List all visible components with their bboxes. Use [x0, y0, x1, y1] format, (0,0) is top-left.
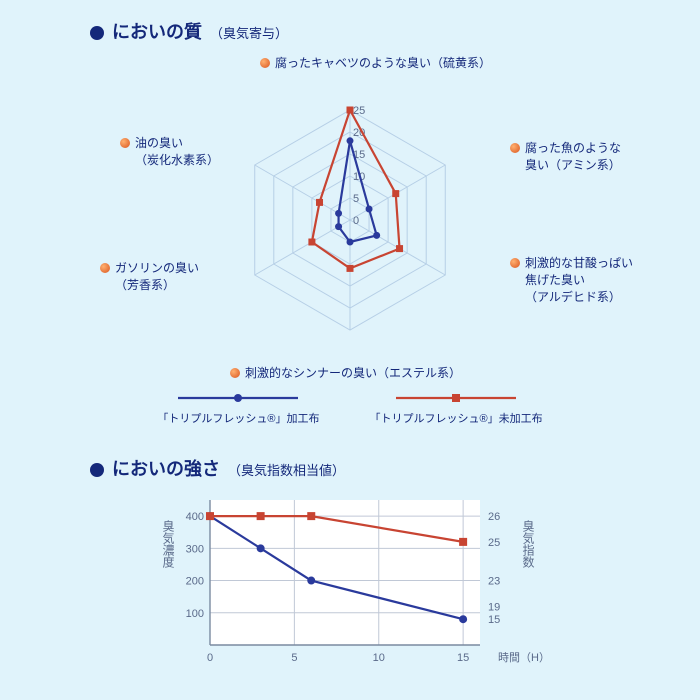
section1-title: においの質	[112, 18, 202, 44]
radar-axis-label: ガソリンの臭い （芳香系）	[100, 260, 230, 294]
svg-text:臭気濃度: 臭気濃度	[161, 519, 175, 568]
svg-text:15: 15	[488, 614, 500, 626]
legend-label: 「トリプルフレッシュ®」加工布	[157, 410, 319, 426]
radar-chart: 5101520250 腐ったキャベツのような臭い（硫黄系）腐った魚のような 臭い…	[70, 45, 630, 385]
svg-text:25: 25	[488, 537, 500, 549]
legend-item: 「トリプルフレッシュ®」加工布	[157, 390, 319, 440]
radar-axis-text: 刺激的な甘酸っぱい 焦げた臭い （アルデヒド系）	[525, 255, 633, 305]
legend-item: 「トリプルフレッシュ®」未加工布	[370, 390, 543, 440]
radar-svg: 5101520250	[70, 45, 630, 385]
xy-svg: 1002003004000510152625231915臭気濃度臭気指数時間（H…	[140, 490, 560, 680]
section2-title: においの強さ	[112, 455, 220, 481]
svg-text:10: 10	[373, 652, 385, 664]
label-bullet-icon	[510, 143, 520, 153]
legend-swatch	[178, 390, 298, 406]
radar-axis-label: 油の臭い （炭化水素系）	[120, 135, 240, 169]
radar-axis-text: ガソリンの臭い （芳香系）	[115, 260, 199, 294]
radar-axis-label: 刺激的な甘酸っぱい 焦げた臭い （アルデヒド系）	[510, 255, 670, 305]
svg-text:400: 400	[186, 511, 204, 523]
section1-header: においの質 （臭気寄与）	[90, 18, 288, 44]
radar-axis-text: 腐った魚のような 臭い（アミン系）	[525, 140, 621, 174]
svg-text:0: 0	[353, 215, 359, 227]
svg-text:5: 5	[353, 193, 359, 205]
label-bullet-icon	[230, 368, 240, 378]
label-bullet-icon	[120, 138, 130, 148]
svg-text:0: 0	[207, 652, 213, 664]
bullet-icon	[90, 26, 104, 40]
svg-text:200: 200	[186, 576, 204, 588]
svg-text:15: 15	[457, 652, 469, 664]
radar-axis-text: 腐ったキャベツのような臭い（硫黄系）	[275, 55, 491, 72]
svg-text:19: 19	[488, 601, 500, 613]
radar-axis-text: 刺激的なシンナーの臭い（エステル系）	[245, 365, 461, 382]
bullet-icon	[90, 463, 104, 477]
section2-subtitle: （臭気指数相当値）	[228, 460, 345, 479]
radar-axis-text: 油の臭い （炭化水素系）	[135, 135, 219, 169]
section2-header: においの強さ （臭気指数相当値）	[90, 455, 345, 481]
radar-axis-label: 刺激的なシンナーの臭い（エステル系）	[230, 365, 510, 382]
svg-text:25: 25	[353, 105, 365, 117]
radar-axis-label: 腐った魚のような 臭い（アミン系）	[510, 140, 660, 174]
section1-subtitle: （臭気寄与）	[210, 23, 288, 42]
legend-label: 「トリプルフレッシュ®」未加工布	[370, 410, 543, 426]
radar-axis-label: 腐ったキャベツのような臭い（硫黄系）	[260, 55, 520, 72]
svg-text:300: 300	[186, 543, 204, 555]
svg-text:100: 100	[186, 608, 204, 620]
chart-legend: 「トリプルフレッシュ®」加工布 「トリプルフレッシュ®」未加工布	[110, 390, 590, 440]
svg-text:5: 5	[291, 652, 297, 664]
label-bullet-icon	[510, 258, 520, 268]
legend-swatch	[396, 390, 516, 406]
svg-text:臭気指数: 臭気指数	[521, 519, 535, 569]
svg-text:時間（H）: 時間（H）	[498, 651, 550, 664]
svg-text:26: 26	[488, 511, 500, 523]
label-bullet-icon	[100, 263, 110, 273]
svg-text:23: 23	[488, 576, 500, 588]
label-bullet-icon	[260, 58, 270, 68]
xy-chart: 1002003004000510152625231915臭気濃度臭気指数時間（H…	[140, 490, 560, 680]
